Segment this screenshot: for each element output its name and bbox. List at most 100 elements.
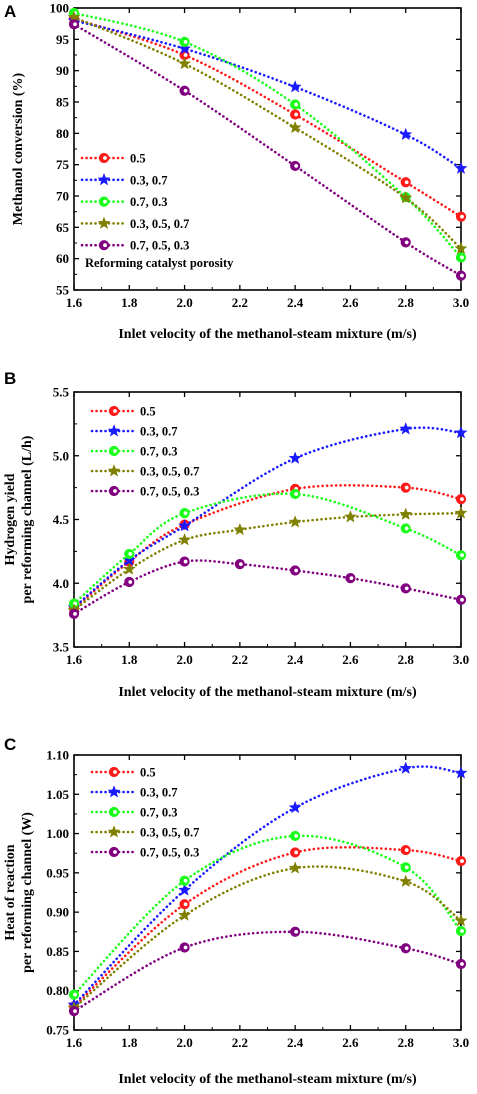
legend-marker [107, 464, 121, 477]
data-point [399, 507, 413, 520]
data-point [399, 190, 413, 204]
series-1 [68, 844, 467, 1012]
data-point [177, 532, 192, 546]
data-point-highlight [183, 88, 188, 93]
x-axis-title: Inlet velocity of the methanol-steam mix… [118, 327, 417, 342]
series-5 [68, 926, 467, 1017]
x-tick-label: 2.8 [398, 652, 415, 667]
legend-item: 0.5 [90, 766, 156, 780]
data-point-highlight [183, 902, 188, 907]
legend-label: 0.3, 0.5, 0.7 [130, 217, 189, 231]
legend-label: 0.3, 0.7 [130, 173, 168, 187]
y-tick-label: 1.05 [46, 787, 69, 802]
legend-item: 0.5 [80, 152, 146, 166]
data-point-highlight [294, 112, 299, 117]
legend-label: 0.5 [140, 405, 156, 419]
x-tick-label: 1.8 [121, 1035, 138, 1050]
data-point-highlight [73, 992, 77, 997]
x-tick-label: 3.0 [453, 1035, 469, 1050]
series-1 [68, 13, 467, 222]
plot-frame [73, 754, 462, 1031]
chart-panel-c: C 1.6 1.8 2.0 2.2 2.4 2.6 2.8 3.0 0.75 0.80 0.85 0.9… [3, 735, 469, 1087]
data-point-highlight [404, 240, 409, 245]
data-point-highlight [128, 552, 133, 556]
data-point-highlight [460, 859, 464, 863]
data-point-highlight [460, 597, 464, 602]
x-tick-label: 2.0 [176, 1035, 192, 1050]
legend-marker [107, 785, 121, 798]
x-tick-label: 2.4 [287, 295, 304, 310]
data-point [399, 761, 413, 774]
x-tick-label: 2.6 [342, 652, 359, 667]
legend-item: 0.3, 0.5, 0.7 [90, 825, 199, 840]
y-axis-title: per reforming channel (L/h) [20, 435, 35, 603]
legend-item: 0.3, 0.7 [90, 785, 178, 800]
data-point-highlight [349, 576, 354, 581]
series-2 [67, 761, 468, 1011]
data-point-highlight [460, 962, 464, 966]
legend-item: 0.7, 0.5, 0.3 [80, 239, 189, 253]
legend-label: 0.7, 0.5, 0.3 [140, 846, 199, 860]
data-point-highlight [404, 485, 409, 490]
legend-item: 0.7, 0.3 [90, 445, 178, 459]
data-point-highlight [460, 553, 464, 558]
y-tick-label: 4.5 [53, 512, 70, 527]
y-axis-title: Hydrogen yield [3, 473, 18, 565]
data-point-highlight [183, 878, 188, 883]
data-point-highlight [460, 929, 464, 933]
series-line [72, 19, 463, 170]
legend-marker-highlight [113, 810, 117, 814]
data-point [177, 518, 192, 532]
data-point-highlight [238, 562, 243, 567]
legend-label: 0.7, 0.3 [130, 195, 168, 209]
x-tick-label: 2.2 [232, 295, 248, 310]
y-tick-label: 90 [56, 63, 69, 78]
x-tick-label: 3.0 [453, 652, 469, 667]
y-tick-label: 60 [56, 251, 69, 266]
legend-item: 0.3, 0.7 [90, 424, 178, 439]
data-point-highlight [183, 39, 188, 44]
x-axis-title: Inlet velocity of the methanol-steam mix… [118, 685, 417, 700]
series-4 [67, 861, 468, 1014]
y-tick-label: 5.5 [53, 385, 70, 400]
legend-marker [97, 216, 111, 229]
data-point-highlight [460, 497, 464, 501]
data-point [399, 422, 413, 435]
data-point [454, 506, 468, 519]
data-point-highlight [294, 492, 299, 496]
data-point-highlight [404, 526, 409, 531]
y-tick-label: 0.90 [46, 905, 69, 920]
legend-item: 0.7, 0.3 [90, 806, 178, 820]
legend-marker-highlight [113, 409, 117, 413]
legend-label: 0.3, 0.7 [140, 786, 178, 800]
x-tick-label: 2.8 [398, 295, 415, 310]
legend-label: 0.7, 0.5, 0.3 [130, 239, 189, 253]
data-point [343, 510, 358, 523]
legend-label: 0.7, 0.5, 0.3 [140, 485, 199, 499]
y-tick-label: 0.85 [46, 944, 69, 959]
legend-item: 0.3, 0.5, 0.7 [90, 464, 199, 479]
legend-marker [97, 172, 111, 186]
y-tick-label: 95 [56, 32, 70, 47]
data-point [288, 80, 302, 93]
data-point-highlight [73, 1009, 77, 1014]
x-tick-label: 2.8 [398, 1035, 415, 1050]
y-tick-label: 0.75 [46, 1023, 69, 1038]
series-line [72, 834, 463, 996]
data-point [177, 56, 192, 70]
series-line [72, 865, 463, 1010]
panel-letter: B [4, 369, 16, 388]
y-tick-label: 4.0 [53, 576, 69, 591]
legend-label: 0.3, 0.7 [140, 425, 178, 439]
data-point-highlight [404, 586, 409, 591]
legend-label: 0.3, 0.5, 0.7 [140, 465, 199, 479]
panel-letter: C [4, 735, 16, 754]
y-tick-label: 1.10 [46, 748, 69, 763]
x-tick-label: 2.2 [232, 1035, 248, 1050]
y-tick-label: 65 [56, 220, 70, 235]
legend-marker-highlight [103, 243, 107, 248]
legend-item: 0.7, 0.5, 0.3 [90, 485, 199, 499]
y-tick-label: 100 [50, 1, 70, 16]
data-point-highlight [404, 180, 409, 185]
